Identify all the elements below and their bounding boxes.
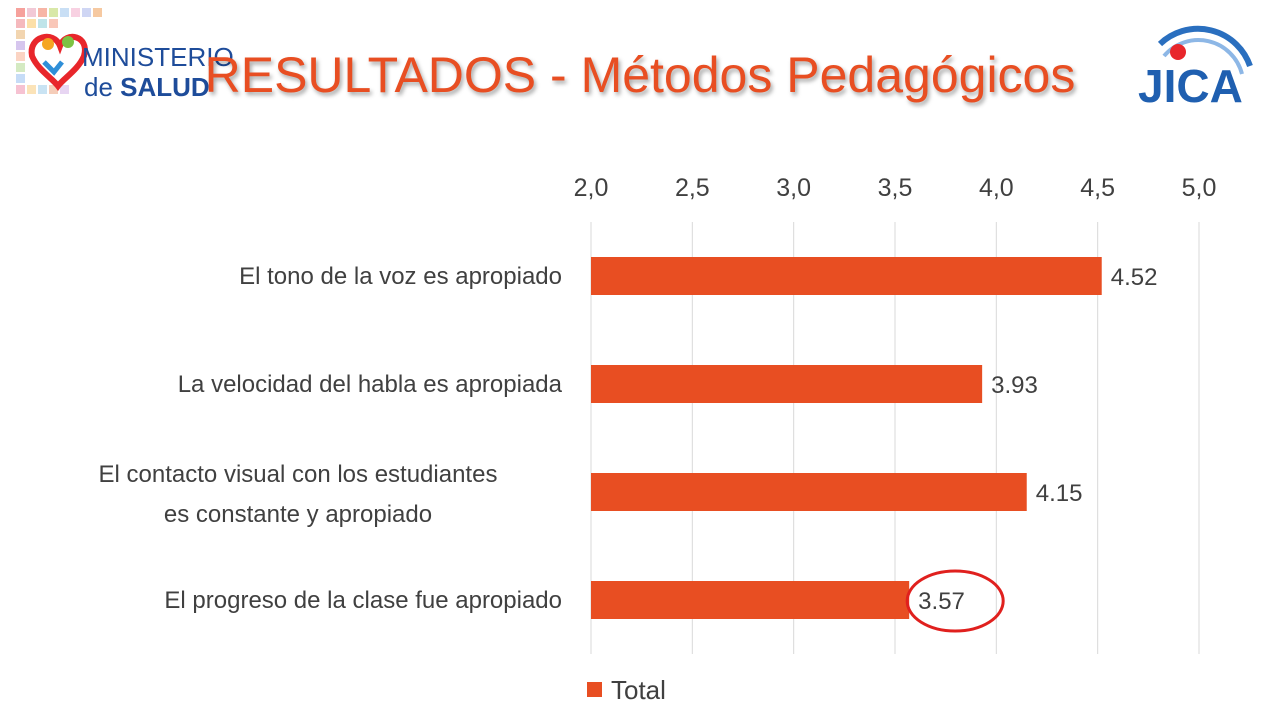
- x-tick-label: 5,0: [1182, 174, 1217, 202]
- category-label: El tono de la voz es apropiado: [239, 263, 562, 290]
- svg-text:MINISTERIO: MINISTERIO: [82, 42, 234, 72]
- x-axis-ticks: 2,0 2,5 3,0 3,5 4,0 4,5 5,0: [574, 174, 1217, 202]
- bar: [591, 473, 1027, 511]
- bar: [591, 365, 983, 403]
- category-label-line: es constante y apropiado: [164, 501, 432, 528]
- x-tick-label: 3,5: [878, 174, 913, 202]
- data-labels: 4.52 3.93 4.15 3.57: [918, 264, 1157, 615]
- ministerio-salud-logo: MINISTERIO de SALUD: [16, 8, 234, 102]
- highlight-circle: [905, 569, 1005, 633]
- data-label: 4.52: [1111, 264, 1158, 291]
- x-tick-label: 2,0: [574, 174, 609, 202]
- data-label: 3.57: [918, 588, 965, 615]
- category-label: El contacto visual con los estudiantes es…: [99, 461, 498, 528]
- category-label: El progreso de la clase fue apropiado: [164, 587, 562, 614]
- jica-logo: JICA: [1138, 25, 1253, 112]
- x-tick-label: 4,5: [1080, 174, 1115, 202]
- category-label: La velocidad del habla es apropiada: [178, 371, 563, 398]
- svg-text:JICA: JICA: [1138, 60, 1243, 112]
- category-labels: El tono de la voz es apropiado La velocid…: [99, 263, 563, 614]
- legend: Total: [587, 675, 666, 705]
- category-label-line: El contacto visual con los estudiantes: [99, 461, 498, 488]
- svg-text:de SALUD: de SALUD: [84, 72, 210, 102]
- bar: [591, 581, 910, 619]
- highlight-annotation: [905, 569, 1005, 633]
- bars: [591, 257, 1102, 619]
- x-tick-label: 2,5: [675, 174, 710, 202]
- x-tick-label: 4,0: [979, 174, 1014, 202]
- data-label: 4.15: [1036, 480, 1083, 507]
- slide-title: RESULTADOS - Métodos Pedagógicos: [204, 47, 1076, 103]
- legend-swatch: [587, 682, 602, 697]
- bar: [591, 257, 1102, 295]
- legend-label: Total: [611, 675, 666, 705]
- data-label: 3.93: [991, 372, 1038, 399]
- x-tick-label: 3,0: [776, 174, 811, 202]
